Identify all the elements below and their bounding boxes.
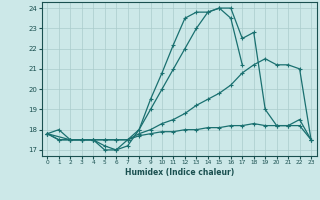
X-axis label: Humidex (Indice chaleur): Humidex (Indice chaleur) [124, 168, 234, 177]
